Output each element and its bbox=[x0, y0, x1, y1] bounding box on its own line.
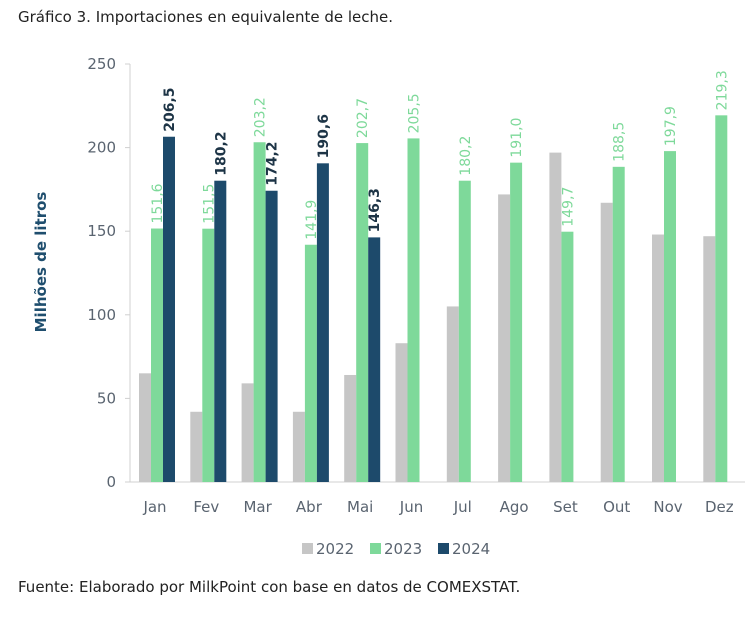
data-label-2023: 219,3 bbox=[714, 70, 730, 110]
bar-2022-Fev bbox=[190, 411, 203, 482]
bar-2022-Nov bbox=[652, 234, 664, 482]
bar-2023-Nov bbox=[664, 151, 676, 482]
bar-2023-Dez bbox=[715, 115, 728, 483]
bar-2023-Out bbox=[612, 166, 625, 482]
bar-2022-Set bbox=[549, 152, 562, 482]
x-tick-label: Jul bbox=[453, 498, 472, 516]
bar-2023-Mai bbox=[356, 143, 369, 482]
y-tick-label: 150 bbox=[87, 222, 116, 240]
bar-2022-Abr bbox=[292, 411, 305, 482]
bar-2023-Abr bbox=[304, 244, 317, 482]
bar-2024-Jan bbox=[163, 136, 175, 482]
x-tick-label: Dez bbox=[705, 498, 734, 516]
y-tick-label: 200 bbox=[87, 139, 116, 157]
legend-swatch-2023 bbox=[370, 543, 381, 554]
bar-2022-Out bbox=[600, 202, 613, 482]
bar-2022-Dez bbox=[703, 236, 716, 482]
data-label-2023: 203,2 bbox=[253, 97, 269, 137]
x-tick-label: Abr bbox=[296, 498, 323, 516]
y-tick-label: 250 bbox=[87, 55, 116, 73]
data-label-2023: 180,2 bbox=[458, 136, 474, 176]
bar-2024-Mar bbox=[265, 190, 278, 482]
bar-2023-Mar bbox=[253, 142, 266, 482]
x-tick-label: Out bbox=[603, 498, 630, 516]
legend-label-2024: 2024 bbox=[452, 540, 490, 558]
bar-2022-Mar bbox=[241, 383, 254, 482]
bar-2022-Jul bbox=[446, 306, 459, 482]
x-tick-label: Jan bbox=[142, 498, 166, 516]
data-label-2023: 202,7 bbox=[355, 98, 371, 138]
y-axis-title: Milhões de litros bbox=[32, 192, 50, 333]
bar-2022-Mai bbox=[344, 374, 357, 482]
legend-label-2022: 2022 bbox=[316, 540, 354, 558]
y-tick-label: 50 bbox=[97, 389, 116, 407]
bar-2022-Jan bbox=[139, 373, 151, 482]
data-label-2023: 151,5 bbox=[201, 184, 217, 224]
x-tick-label: Set bbox=[553, 498, 578, 516]
x-tick-label: Ago bbox=[500, 498, 529, 516]
bar-2022-Jun bbox=[395, 343, 408, 482]
bar-2022-Ago bbox=[498, 194, 511, 482]
legend-swatch-2024 bbox=[438, 543, 449, 554]
data-label-2023: 149,7 bbox=[560, 187, 576, 227]
data-label-2024: 174,2 bbox=[265, 141, 281, 185]
x-tick-label: Jun bbox=[399, 498, 423, 516]
data-label-2024: 180,2 bbox=[213, 131, 229, 175]
data-label-2023: 191,0 bbox=[509, 118, 525, 158]
data-label-2024: 206,5 bbox=[162, 87, 178, 131]
bar-2024-Abr bbox=[316, 163, 329, 482]
data-label-2023: 188,5 bbox=[612, 122, 628, 162]
data-label-2023: 141,9 bbox=[304, 200, 320, 240]
legend-swatch-2022 bbox=[302, 543, 313, 554]
x-tick-label: Mar bbox=[243, 498, 272, 516]
bar-2023-Jun bbox=[407, 138, 420, 483]
bar-2023-Fev bbox=[202, 228, 215, 482]
bar-2024-Mai bbox=[368, 237, 381, 482]
bar-2024-Fev bbox=[214, 180, 227, 482]
chart-title: Gráfico 3. Importaciones en equivalente … bbox=[18, 8, 394, 26]
y-tick-label: 0 bbox=[106, 473, 116, 491]
data-label-2023: 205,5 bbox=[407, 93, 423, 133]
bar-2023-Jul bbox=[458, 180, 471, 482]
bar-2023-Jan bbox=[151, 228, 163, 482]
data-label-2024: 190,6 bbox=[316, 114, 332, 158]
y-tick-label: 100 bbox=[87, 306, 116, 324]
source-note: Fuente: Elaborado por MilkPoint con base… bbox=[18, 578, 521, 596]
data-label-2024: 146,3 bbox=[367, 188, 383, 232]
bar-2023-Set bbox=[561, 231, 574, 482]
data-label-2023: 197,9 bbox=[663, 106, 679, 146]
x-tick-label: Fev bbox=[193, 498, 219, 516]
legend-label-2023: 2023 bbox=[384, 540, 422, 558]
x-tick-label: Nov bbox=[653, 498, 682, 516]
bar-2023-Ago bbox=[510, 162, 523, 482]
data-label-2023: 151,6 bbox=[150, 183, 166, 223]
x-tick-label: Mai bbox=[347, 498, 373, 516]
